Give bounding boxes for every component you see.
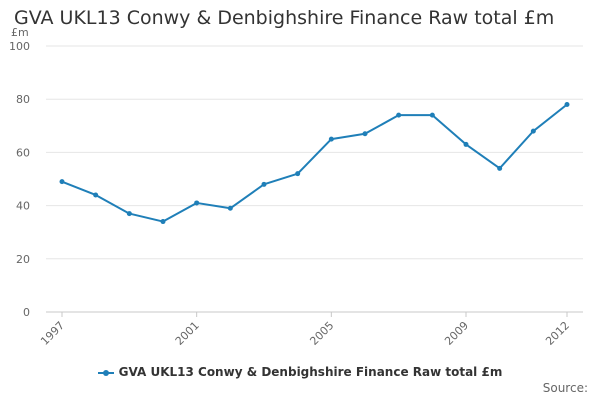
data-point <box>396 112 402 118</box>
legend-line-marker <box>97 369 114 376</box>
y-tick-label: 80 <box>16 93 30 106</box>
x-tick-label: 2001 <box>173 319 202 348</box>
y-tick-label: 0 <box>23 306 30 319</box>
data-point <box>261 181 267 187</box>
data-point <box>530 128 536 134</box>
x-tick-label: 1997 <box>38 319 67 348</box>
data-point <box>564 102 570 108</box>
x-axis: 1997 2001 2005 2009 2012 <box>38 311 583 348</box>
gridlines <box>46 45 583 313</box>
data-point <box>93 192 99 198</box>
y-tick-label: 100 <box>9 40 30 53</box>
data-point <box>194 200 200 206</box>
data-point <box>328 136 334 142</box>
data-point <box>429 112 435 118</box>
legend[interactable]: GVA UKL13 Conwy & Denbighshire Finance R… <box>0 365 600 379</box>
y-axis-label: £m <box>11 26 29 39</box>
x-tick-label: 2012 <box>543 319 572 348</box>
data-point <box>295 171 301 177</box>
legend-dot-marker <box>102 369 109 376</box>
data-point <box>362 131 368 137</box>
y-axis: 0 20 40 60 80 100£m <box>9 26 30 319</box>
series <box>59 102 570 225</box>
legend-label: GVA UKL13 Conwy & Denbighshire Finance R… <box>118 365 503 379</box>
y-tick-label: 40 <box>16 200 30 213</box>
data-point <box>227 205 233 211</box>
data-point <box>160 219 166 225</box>
source-label: Source: <box>542 381 588 395</box>
x-tick-label: 2009 <box>442 319 471 348</box>
x-tick-label: 2005 <box>307 319 336 348</box>
y-tick-label: 60 <box>16 146 30 159</box>
data-point <box>59 179 65 185</box>
data-point <box>126 211 132 217</box>
data-point <box>497 165 503 171</box>
y-tick-label: 20 <box>16 253 30 266</box>
chart-title: GVA UKL13 Conwy & Denbighshire Finance R… <box>14 7 555 29</box>
series-line <box>61 103 568 223</box>
data-point <box>463 141 469 147</box>
